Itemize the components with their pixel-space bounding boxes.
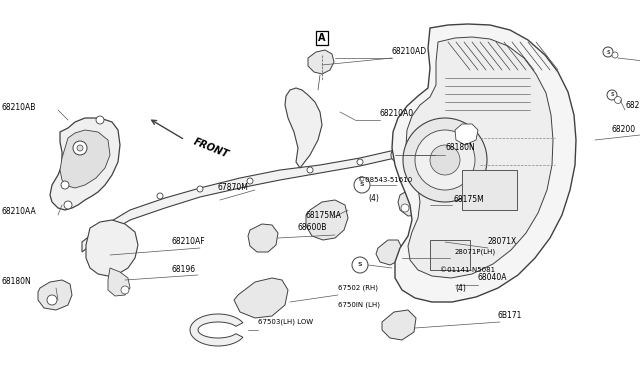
Text: 68210AA: 68210AA [2,208,36,217]
Polygon shape [455,124,478,145]
Text: S: S [358,263,362,267]
Polygon shape [306,200,348,240]
Circle shape [401,204,409,212]
Text: 68210A0: 68210A0 [380,109,414,119]
Polygon shape [285,88,322,168]
Circle shape [430,145,460,175]
Text: 68210AD: 68210AD [392,48,427,57]
Polygon shape [308,50,334,74]
Text: 68210AF: 68210AF [172,237,205,247]
Polygon shape [190,314,243,346]
Text: 68180N: 68180N [445,144,475,153]
Text: 68196: 68196 [172,266,196,275]
Circle shape [612,52,618,58]
Text: 68210AE: 68210AE [625,100,640,109]
Polygon shape [50,118,120,210]
Circle shape [607,90,617,100]
Circle shape [603,47,613,57]
Polygon shape [86,220,138,276]
Circle shape [197,186,203,192]
Circle shape [352,257,368,273]
Polygon shape [392,24,576,302]
Text: 68200: 68200 [612,125,636,135]
Circle shape [61,181,69,189]
Polygon shape [82,148,415,252]
Circle shape [73,141,87,155]
Text: 67503(LH) LOW: 67503(LH) LOW [258,319,313,325]
Circle shape [415,130,475,190]
Text: 6B171: 6B171 [498,311,522,320]
Text: A: A [318,33,326,43]
Text: 68175M: 68175M [453,196,484,205]
Polygon shape [406,37,553,278]
Circle shape [157,193,163,199]
Circle shape [247,178,253,184]
Polygon shape [248,224,278,252]
Circle shape [391,148,405,162]
Polygon shape [398,188,428,216]
Circle shape [354,177,370,193]
Text: 28071P(LH): 28071P(LH) [455,249,496,255]
Text: 68040A: 68040A [478,273,508,282]
Circle shape [64,201,72,209]
Text: (4): (4) [368,193,379,202]
Circle shape [403,118,487,202]
Circle shape [96,116,104,124]
Text: ©01141-N5081: ©01141-N5081 [440,267,495,273]
Polygon shape [38,280,72,310]
Polygon shape [376,240,402,265]
Polygon shape [234,278,288,318]
Text: S: S [611,93,614,97]
Text: 28071X: 28071X [488,237,517,247]
Polygon shape [60,130,110,188]
Text: 68180N: 68180N [2,278,32,286]
Text: S: S [360,183,364,187]
Text: S: S [606,49,610,55]
Text: 68175MA: 68175MA [305,211,341,219]
Polygon shape [108,268,130,296]
Circle shape [307,167,313,173]
Circle shape [47,295,57,305]
Polygon shape [420,222,448,250]
Text: 67870M: 67870M [218,183,249,192]
Polygon shape [382,310,416,340]
Bar [430,240,470,270]
Text: 6750IN (LH): 6750IN (LH) [338,302,380,308]
Polygon shape [426,268,458,295]
Text: 68210AB: 68210AB [2,103,36,112]
Circle shape [395,152,401,158]
Text: (4): (4) [455,283,466,292]
Circle shape [121,286,129,294]
Circle shape [77,145,83,151]
Text: 67502 (RH): 67502 (RH) [338,285,378,291]
Circle shape [614,96,621,103]
Text: 68600B: 68600B [298,224,328,232]
Circle shape [357,159,363,165]
Text: ©08543-51610: ©08543-51610 [358,177,412,183]
Text: FRONT: FRONT [192,137,230,160]
Bar [462,170,517,210]
